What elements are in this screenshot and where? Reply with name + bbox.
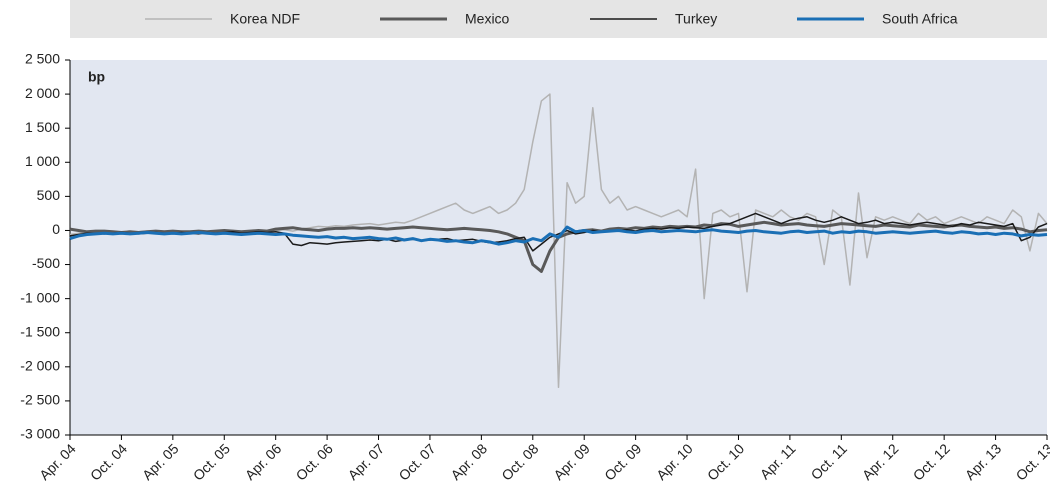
legend-label: Turkey bbox=[675, 11, 717, 27]
x-tick-label: Apr. 06 bbox=[242, 440, 285, 483]
series-line bbox=[69, 212, 1048, 252]
x-tick-label: Oct. 06 bbox=[293, 440, 336, 483]
x-tick-label: Apr. 04 bbox=[36, 440, 79, 483]
y-tick-label: -1 000 bbox=[20, 289, 60, 305]
legend-label: Korea NDF bbox=[230, 11, 300, 27]
legend-label: South Africa bbox=[882, 11, 958, 27]
y-tick-label: 500 bbox=[37, 187, 61, 203]
x-tick-label: Apr. 07 bbox=[345, 440, 388, 483]
x-tick-label: Oct. 05 bbox=[190, 440, 233, 483]
x-tick-label: Apr. 09 bbox=[550, 440, 593, 483]
legend-band bbox=[70, 0, 1047, 38]
x-tick-label: Apr. 10 bbox=[653, 440, 696, 483]
x-tick-label: Apr. 13 bbox=[962, 440, 1005, 483]
x-tick-label: Apr. 08 bbox=[447, 440, 490, 483]
x-tick-label: Oct. 11 bbox=[808, 440, 851, 483]
y-tick-label: 1 500 bbox=[25, 119, 60, 135]
x-tick-label: Oct. 12 bbox=[910, 440, 953, 483]
y-tick-label: 0 bbox=[52, 221, 60, 237]
x-tick-label: Oct. 08 bbox=[498, 440, 541, 483]
x-tick-label: Apr. 11 bbox=[757, 440, 799, 482]
y-tick-label: -500 bbox=[32, 255, 60, 271]
y-tick-label: -3 000 bbox=[20, 426, 60, 442]
x-tick-label: Apr. 05 bbox=[139, 440, 182, 483]
y-tick-label: -2 000 bbox=[20, 358, 60, 374]
x-tick-label: Oct. 10 bbox=[704, 440, 747, 483]
y-tick-label: 2 000 bbox=[25, 85, 60, 101]
x-tick-label: Oct. 13 bbox=[1013, 440, 1050, 483]
legend-label: Mexico bbox=[465, 11, 510, 27]
x-tick-label: Oct. 09 bbox=[601, 440, 644, 483]
y-tick-label: -1 500 bbox=[20, 323, 60, 339]
x-tick-label: Oct. 04 bbox=[87, 440, 130, 483]
y-tick-label: -2 500 bbox=[20, 392, 60, 408]
x-tick-label: Apr. 12 bbox=[859, 440, 902, 483]
y-tick-label: 1 000 bbox=[25, 153, 60, 169]
x-tick-label: Oct. 07 bbox=[395, 440, 438, 483]
unit-annotation: bp bbox=[88, 69, 105, 85]
y-tick-label: 2 500 bbox=[25, 51, 60, 67]
series-line bbox=[69, 225, 1048, 246]
